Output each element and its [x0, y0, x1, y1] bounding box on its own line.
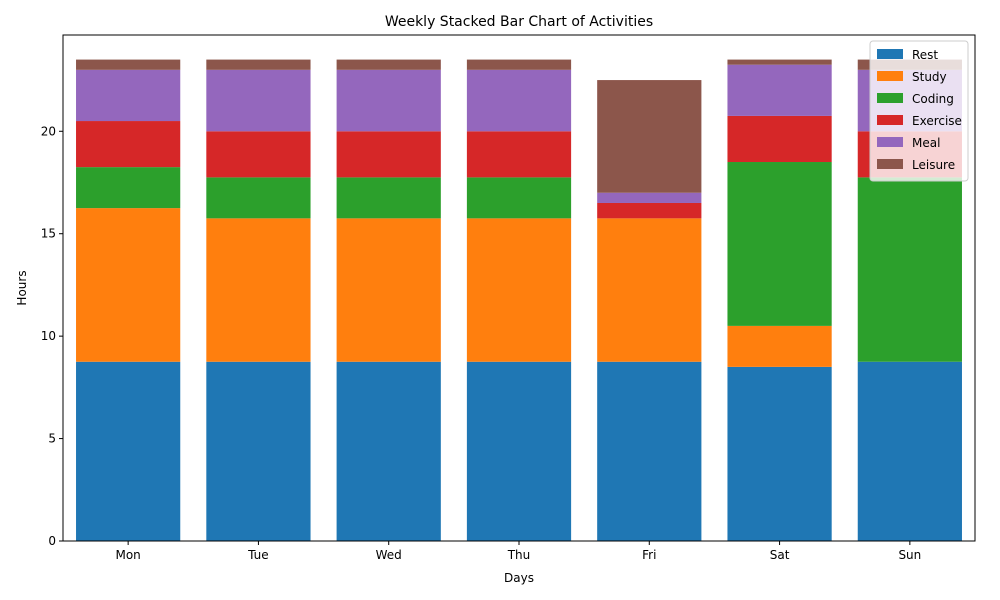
legend-label-rest: Rest — [912, 48, 938, 62]
bar-rest-wed — [336, 361, 441, 541]
bar-study-thu — [466, 218, 572, 362]
bar-study-fri — [597, 218, 702, 362]
legend-label-meal: Meal — [912, 136, 940, 150]
bar-coding-mon — [76, 167, 181, 209]
x-ticks: Mon Tue Wed Thu Fri Sat Sun — [115, 541, 921, 562]
legend-swatch-exercise — [877, 115, 903, 125]
legend-swatch-meal — [877, 137, 903, 147]
x-tick-label: Tue — [247, 548, 269, 562]
bar-rest-tue — [206, 361, 311, 541]
bar-exercise-tue — [206, 131, 311, 178]
bar-coding-tue — [206, 177, 311, 219]
bar-exercise-thu — [466, 131, 572, 178]
x-tick-label: Fri — [642, 548, 656, 562]
bar-meal-wed — [336, 69, 441, 132]
bar-coding-sun — [857, 177, 962, 362]
bar-study-tue — [206, 218, 311, 362]
bar-meal-sat — [727, 64, 832, 116]
bar-study-mon — [76, 208, 181, 362]
bar-rest-sun — [857, 361, 962, 541]
bar-study-sat — [727, 325, 832, 367]
x-axis-label: Days — [504, 571, 534, 585]
bar-meal-fri — [597, 192, 702, 203]
legend-swatch-leisure — [877, 159, 903, 169]
legend-swatch-study — [877, 71, 903, 81]
y-tick-label: 5 — [48, 432, 56, 446]
bar-leisure-wed — [336, 59, 441, 70]
x-tick-label: Thu — [507, 548, 531, 562]
bar-rest-sat — [727, 366, 832, 541]
bar-exercise-wed — [336, 131, 441, 178]
bar-exercise-sat — [727, 115, 832, 163]
x-tick-label: Wed — [376, 548, 402, 562]
bar-coding-wed — [336, 177, 441, 219]
bar-meal-tue — [206, 69, 311, 132]
bar-study-wed — [336, 218, 441, 362]
bar-exercise-fri — [597, 202, 702, 219]
y-ticks: 0 5 10 15 20 — [41, 124, 63, 548]
y-tick-label: 20 — [41, 124, 56, 138]
bar-coding-sat — [727, 162, 832, 326]
legend-label-study: Study — [912, 70, 947, 84]
bar-meal-thu — [466, 69, 572, 132]
y-tick-label: 10 — [41, 329, 56, 343]
bar-meal-mon — [76, 69, 181, 122]
bar-leisure-sat — [727, 59, 832, 65]
bar-exercise-mon — [76, 121, 181, 168]
bar-coding-thu — [466, 177, 572, 219]
bar-leisure-fri — [597, 80, 702, 193]
bar-leisure-tue — [206, 59, 311, 70]
y-tick-label: 15 — [41, 227, 56, 241]
x-tick-label: Sat — [770, 548, 790, 562]
legend-label-leisure: Leisure — [912, 158, 955, 172]
bar-rest-fri — [597, 361, 702, 541]
bar-leisure-mon — [76, 59, 181, 70]
x-tick-label: Mon — [115, 548, 140, 562]
bar-leisure-thu — [466, 59, 572, 70]
bar-rest-thu — [466, 361, 572, 541]
legend-swatch-coding — [877, 93, 903, 103]
y-axis-label: Hours — [15, 270, 29, 305]
bar-rest-mon — [76, 361, 181, 541]
chart-title: Weekly Stacked Bar Chart of Activities — [385, 14, 653, 30]
x-tick-label: Sun — [898, 548, 921, 562]
legend: Rest Study Coding Exercise Meal Leisure — [869, 40, 969, 182]
y-tick-label: 0 — [48, 534, 56, 548]
bars-layer — [76, 59, 962, 541]
legend-swatch-rest — [877, 49, 903, 59]
legend-label-coding: Coding — [912, 92, 954, 106]
legend-label-exercise: Exercise — [912, 114, 962, 128]
